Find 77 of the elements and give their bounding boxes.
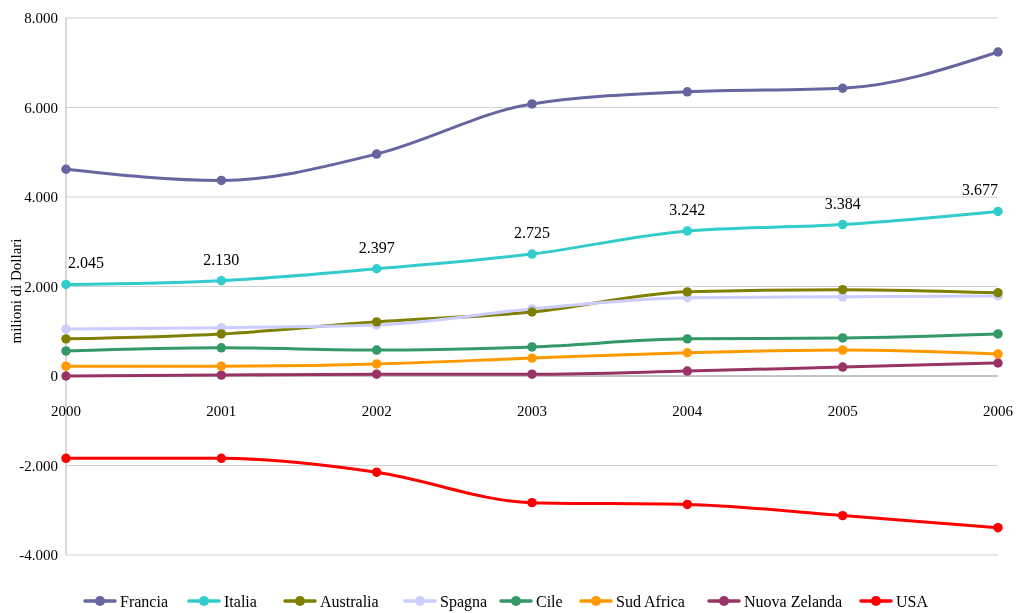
point [837,83,848,93]
legend-label: Nuova Zelanda [744,592,843,610]
point [61,371,71,381]
point [527,249,537,259]
point [993,522,1003,533]
point [993,358,1003,368]
legend-label: Sud Africa [616,592,685,610]
point [61,346,71,356]
data-label: 3.677 [962,181,998,199]
point [682,334,693,344]
legend-label: USA [896,592,929,610]
x-tick-label: 2002 [361,403,392,419]
point [527,497,537,508]
point [837,362,848,372]
point [682,348,693,358]
legend-label: Spagna [440,592,488,611]
point [61,279,71,290]
point [527,342,537,352]
y-tick-label: 6.000 [24,99,58,116]
point [682,226,693,236]
point [682,87,693,97]
legend-label: Francia [120,592,168,610]
point [216,370,227,380]
point [993,47,1003,57]
x-tick-label: 2005 [827,403,858,419]
point [682,366,693,376]
point [993,329,1003,339]
data-label: 2.130 [203,250,240,268]
point [371,149,382,159]
y-tick-label: -4.000 [19,547,58,564]
data-label: 2.045 [68,254,104,272]
point [216,175,227,186]
point [837,333,848,343]
legend-label: Cile [536,592,563,610]
point [682,287,693,297]
point [371,369,382,379]
point [216,453,227,464]
point [371,264,382,274]
x-tick-label: 2000 [51,403,81,419]
point [371,345,382,355]
x-tick-label: 2001 [206,403,237,419]
point [837,284,848,295]
point [837,510,848,521]
point [837,345,848,355]
y-tick-label: 2.000 [24,278,58,295]
point [216,329,227,339]
y-axis-title: milioni di Dollari [8,238,25,344]
point [993,349,1003,359]
x-tick-label: 2006 [983,403,1014,419]
y-tick-label: 4.000 [24,189,58,206]
y-tick-label: -2.000 [19,457,58,474]
point [61,164,71,174]
data-label: 2.725 [514,224,550,242]
legend-label: Australia [320,592,379,610]
data-label: 2.397 [358,238,395,256]
legend-label: Italia [224,592,257,610]
point [61,334,71,344]
point [371,467,382,477]
point [216,275,227,286]
point [837,219,848,230]
point [682,499,693,510]
x-tick-label: 2003 [517,403,547,419]
point [216,361,227,371]
data-label: 3.242 [669,200,706,218]
x-tick-label: 2004 [672,403,703,419]
y-tick-label: 0 [50,368,58,385]
data-label: 3.384 [824,194,861,212]
point [527,99,537,109]
point [61,361,71,371]
point [216,343,227,353]
y-tick-label: 8.000 [24,10,58,27]
point [527,369,537,379]
point [61,453,71,464]
point [527,353,537,363]
point [371,359,382,369]
point [993,206,1003,217]
point [61,324,71,334]
